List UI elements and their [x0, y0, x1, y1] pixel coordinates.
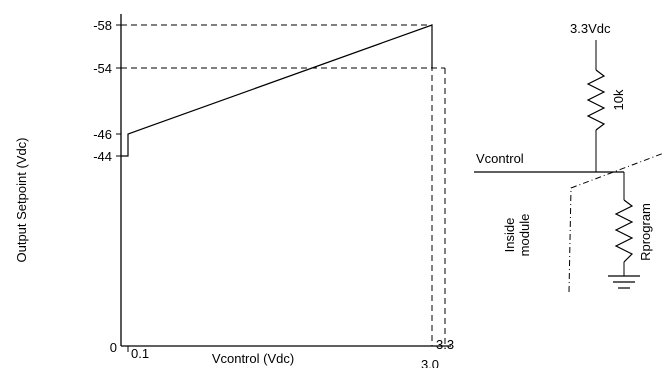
x-tick-label: 3.3: [436, 337, 454, 352]
y-tick-label: -54: [93, 61, 112, 76]
module-boundary: [568, 152, 665, 293]
dashed-guides: [121, 24, 446, 346]
y-axis-title: Output Setpoint (Vdc): [14, 137, 29, 262]
rprogram-symbol: [614, 199, 634, 263]
resistor-10k-symbol: [586, 69, 606, 131]
y-tick-label: -46: [93, 127, 112, 142]
series-group: [121, 24, 433, 157]
schematic: 3.3Vdc 10k Vcontrol Inside module Rprogr…: [474, 21, 665, 293]
module-label-line1: Inside: [502, 218, 517, 253]
x-tick-label: 0: [110, 340, 117, 355]
y-tick-label: -44: [93, 149, 112, 164]
rprogram-label: Rprogram: [638, 203, 653, 261]
resistor-10k-label: 10k: [611, 89, 626, 110]
module-label-line2: module: [517, 214, 532, 257]
x-tick-label: 3.0: [421, 357, 439, 368]
x-tick-label: 0.1: [131, 346, 149, 361]
series-line: [121, 24, 433, 157]
y-tick-label: -58: [93, 18, 112, 33]
chart: -58 -54 -46 -44 0 0.1 3.0 3.3 Vcontrol (…: [14, 14, 454, 368]
vcontrol-node-label: Vcontrol: [476, 151, 524, 166]
supply-label: 3.3Vdc: [570, 21, 611, 36]
x-axis-title: Vcontrol (Vdc): [212, 351, 294, 366]
ground-icon: [608, 275, 640, 289]
